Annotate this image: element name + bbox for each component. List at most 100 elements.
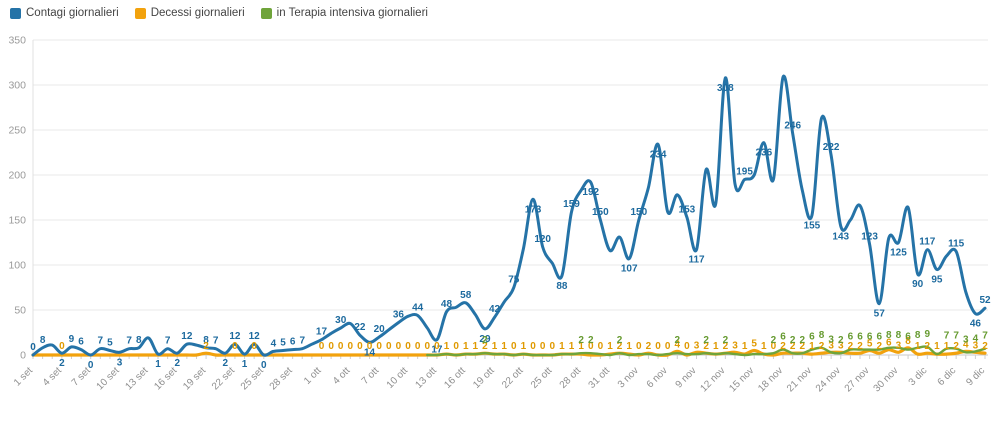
data-label: 2 xyxy=(857,341,863,352)
data-label: 5 xyxy=(107,338,113,349)
data-label: 20 xyxy=(374,324,386,335)
data-label: 88 xyxy=(556,281,568,292)
data-label: 3 xyxy=(828,340,834,351)
data-label: 46 xyxy=(970,319,982,330)
data-label: 153 xyxy=(679,204,696,215)
data-label: 4 xyxy=(271,338,277,349)
data-label: 6 xyxy=(867,332,873,343)
data-label: 7 xyxy=(944,331,950,342)
data-label: 7 xyxy=(165,336,171,347)
data-label: 308 xyxy=(717,83,734,94)
data-label: 8 xyxy=(886,330,892,341)
data-label: 2 xyxy=(876,341,882,352)
data-label: 75 xyxy=(508,275,520,286)
data-label: 1 xyxy=(915,341,921,352)
data-label: 1 xyxy=(934,341,940,352)
data-label: 222 xyxy=(823,142,840,153)
legend-swatch-contagi-icon xyxy=(10,7,21,19)
data-label: 7 xyxy=(98,336,104,347)
data-label: 3 xyxy=(973,340,979,351)
data-label: 4 xyxy=(973,333,979,344)
data-label: 0 xyxy=(434,341,440,352)
x-axis-label: 1 set xyxy=(12,365,35,388)
data-label: 1 xyxy=(944,341,950,352)
data-label: 2 xyxy=(617,335,623,346)
x-axis-label: 30 nov xyxy=(872,365,901,394)
data-label: 30 xyxy=(335,315,347,326)
data-label: 6 xyxy=(905,332,911,343)
legend-item-contagi[interactable]: Contagi giornalieri xyxy=(10,7,119,19)
legend-item-decessi[interactable]: Decessi giornalieri xyxy=(134,7,245,19)
series-line-2 xyxy=(426,345,987,357)
x-axis-label: 22 set xyxy=(210,365,237,392)
data-label: 120 xyxy=(534,234,551,245)
data-label: 2 xyxy=(703,341,709,352)
legend-item-terapia[interactable]: in Terapia intensiva giornalieri xyxy=(260,7,428,19)
data-label: 3 xyxy=(694,340,700,351)
x-axis-label: 15 nov xyxy=(727,365,756,394)
data-label: 2 xyxy=(703,335,709,346)
data-label: 12 xyxy=(249,331,261,342)
y-axis-label: 0 xyxy=(20,350,26,362)
series-line-0 xyxy=(31,74,987,357)
data-label: 5 xyxy=(751,339,757,350)
x-axis-label: 10 set xyxy=(95,365,122,392)
data-label: 150 xyxy=(592,207,609,218)
x-axis-label: 27 nov xyxy=(843,365,872,394)
data-label: 1 xyxy=(492,341,498,352)
data-label: 155 xyxy=(804,221,821,232)
data-label: 12 xyxy=(229,331,241,342)
data-label: 0 xyxy=(376,341,382,352)
data-label: 8 xyxy=(896,330,902,341)
y-axis-label: 250 xyxy=(8,125,26,137)
data-label: 36 xyxy=(393,310,405,321)
data-label: 2 xyxy=(982,341,988,352)
x-axis-label: 22 ott xyxy=(500,365,526,391)
data-label: 44 xyxy=(412,302,424,313)
data-label: 4 xyxy=(675,339,681,350)
data-label: 115 xyxy=(948,239,965,250)
data-label: 52 xyxy=(979,295,991,306)
data-label: 1 xyxy=(626,341,632,352)
data-label: 2 xyxy=(819,341,825,352)
data-label: 0 xyxy=(30,342,36,353)
x-axis-label: 6 nov xyxy=(645,365,670,390)
data-label: 0 xyxy=(328,341,334,352)
data-label: 0 xyxy=(319,341,325,352)
data-label: 2 xyxy=(578,335,584,346)
data-label: 8 xyxy=(203,335,209,346)
x-axis-label: 1 ott xyxy=(302,365,324,387)
data-label: 1 xyxy=(242,359,248,370)
x-axis-label: 21 nov xyxy=(785,365,814,394)
y-axis-label: 300 xyxy=(8,80,26,92)
data-label: 1 xyxy=(444,341,450,352)
data-label: 0 xyxy=(338,341,344,352)
data-label: 9 xyxy=(925,329,931,340)
data-label: 2 xyxy=(838,335,844,346)
data-label: 1 xyxy=(607,341,613,352)
data-label: 0 xyxy=(367,341,373,352)
data-label: 2 xyxy=(790,335,796,346)
legend-swatch-terapia-icon xyxy=(260,7,272,19)
data-label: 48 xyxy=(441,299,453,310)
data-label: 58 xyxy=(460,290,472,301)
data-label: 0 xyxy=(232,341,238,352)
data-label: 8 xyxy=(819,330,825,341)
data-label: 7 xyxy=(126,336,132,347)
data-label: 1 xyxy=(742,341,748,352)
data-label: 2 xyxy=(925,341,931,352)
data-label: 17 xyxy=(431,345,443,356)
x-axis-label: 3 dic xyxy=(907,365,930,388)
data-label: 1 xyxy=(521,341,527,352)
y-axis-label: 100 xyxy=(8,260,26,272)
data-label: 0 xyxy=(453,341,459,352)
data-label: 2 xyxy=(800,341,806,352)
data-label: 117 xyxy=(688,255,705,266)
data-label: 2 xyxy=(482,335,488,346)
data-label: 0 xyxy=(357,341,363,352)
data-label: 8 xyxy=(915,330,921,341)
data-label: 29 xyxy=(479,334,491,345)
data-label: 2 xyxy=(617,341,623,352)
